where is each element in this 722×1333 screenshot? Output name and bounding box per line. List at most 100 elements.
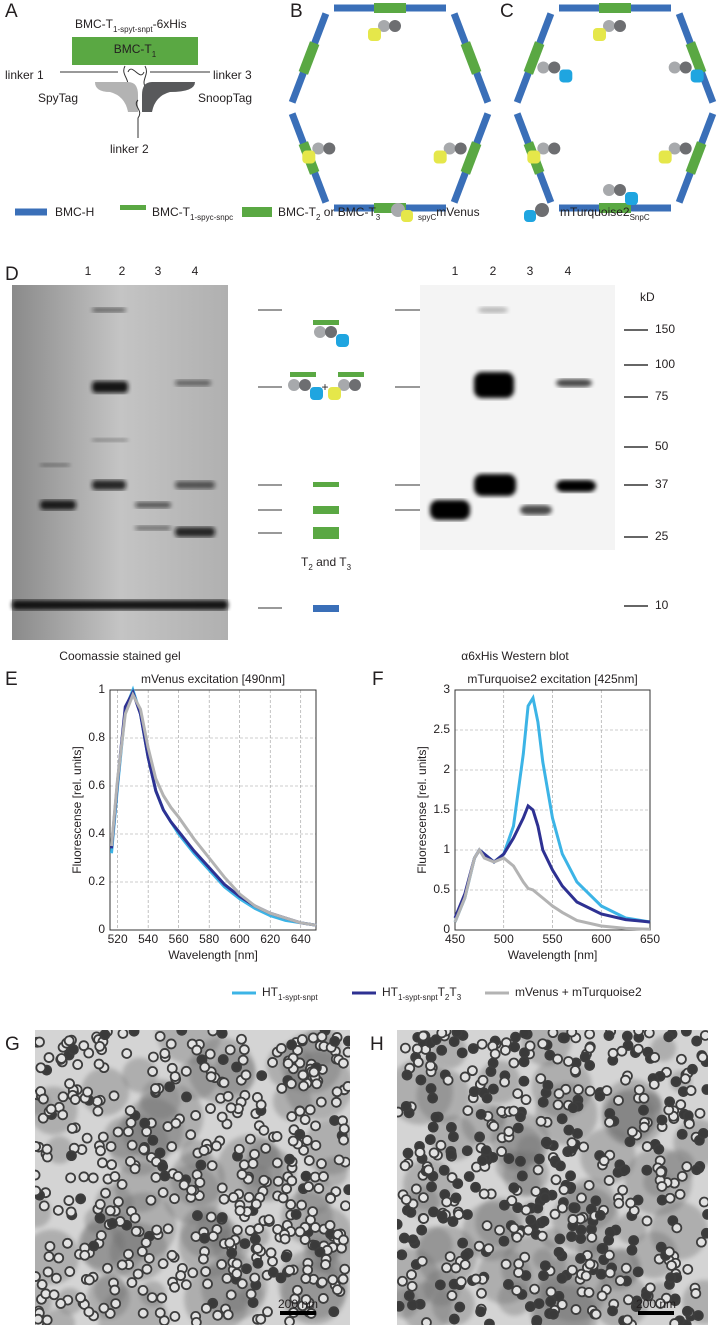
particle [518,1075,530,1087]
particle [425,1060,436,1072]
particle [224,1044,236,1056]
stain-blob [542,1228,563,1249]
particle [515,1155,526,1167]
particle [112,1126,124,1138]
particle [679,1073,691,1085]
legend-label-part: SnpC [630,213,650,222]
particle [460,1249,472,1261]
particle [202,1278,213,1290]
particle [106,1159,118,1171]
legend-label-part: spyC [418,213,436,222]
particle [402,1147,414,1159]
particle [603,1249,615,1261]
icon-t1 [313,320,339,325]
particle [692,1310,704,1321]
particle [126,1139,138,1151]
particle [267,1266,279,1278]
particle [459,1259,471,1271]
shell [513,3,717,213]
y-tick-label: 1 [443,842,450,856]
particle [42,1266,54,1278]
particle [180,1065,192,1077]
particle [451,1030,463,1038]
particle [436,1210,448,1222]
particle [488,1120,500,1132]
particle [194,1177,206,1188]
gel-band [92,381,128,393]
particle [415,1074,427,1086]
particle [267,1256,278,1267]
particle [594,1209,606,1221]
particle [620,1074,631,1086]
particle [309,1222,321,1233]
particle [508,1182,520,1194]
particle [192,1210,203,1221]
particle [136,1246,148,1257]
particle [231,1258,243,1270]
particle [157,1258,169,1270]
particle [206,1160,218,1172]
t2-t3-label: T2 and T3 [301,555,352,571]
particle [307,1206,319,1218]
particle [513,1258,525,1270]
particle [416,1255,428,1267]
particle [511,1231,523,1243]
particle [65,1206,77,1218]
particle [112,1196,124,1208]
particle [226,1247,238,1259]
particle [554,1233,566,1245]
particle [453,1209,465,1220]
particle [331,1086,343,1098]
lane-label: 3 [527,264,534,278]
particle [572,1084,584,1096]
particle [665,1272,677,1284]
particle [116,1179,128,1190]
particle [455,1276,467,1288]
series-line [453,847,651,931]
particle [316,1158,327,1170]
scale-label: 200 nm [636,1297,676,1311]
particle [481,1220,493,1232]
particle [294,1105,306,1117]
particle [499,1199,510,1211]
particle [234,1205,246,1217]
construct-label-part: 1-spyt-snpt [113,25,153,34]
fluor-protein [368,28,381,41]
particle [695,1236,707,1248]
particle [619,1164,631,1176]
particle [78,1040,90,1052]
particle [296,1034,308,1045]
particle [330,1096,342,1108]
chart-title: mTurquoise2 excitation [425nm] [467,672,637,686]
particle [698,1196,708,1208]
particle [622,1314,633,1325]
particle [532,1164,544,1176]
particle [676,1170,688,1182]
particle [159,1170,171,1182]
particle [327,1274,339,1286]
particle [397,1300,405,1312]
snoop-domain [679,142,692,155]
particle [682,1305,693,1317]
particle [508,1222,520,1234]
particle [403,1290,415,1302]
particle [400,1100,412,1112]
particle [450,1262,462,1274]
blot-band [474,474,516,496]
particle [169,1193,180,1205]
panel-label: A [5,1,18,22]
particle [216,1182,228,1194]
particle [567,1214,579,1225]
particle [628,1235,640,1246]
particle [299,1114,311,1126]
particle [110,1298,122,1309]
y-tick-label: 0 [443,922,450,936]
particle [97,1157,108,1169]
particle [83,1047,95,1059]
particle [247,1297,259,1309]
particle [525,1214,537,1226]
particle [470,1181,481,1193]
particle [539,1260,551,1272]
spy-domain [668,61,681,74]
particle [311,1078,323,1090]
